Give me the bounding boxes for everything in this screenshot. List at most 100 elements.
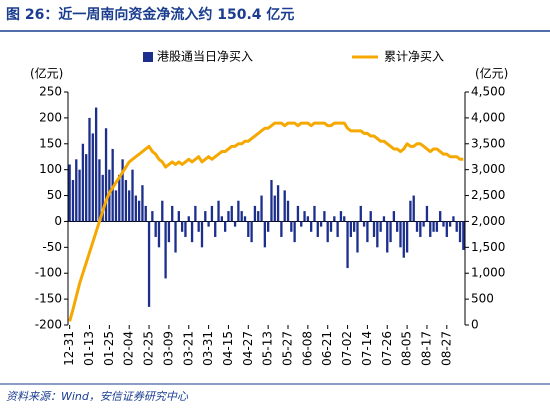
bar [389,221,392,243]
bar [362,221,366,227]
bar [217,200,220,222]
bar [270,180,273,222]
x-tick-label: 02-04 [122,331,136,366]
y2-tick-label: 4,500 [471,85,505,99]
bar [200,221,204,248]
x-tick-label: 04-15 [221,331,235,366]
y2-tick-label: 3,000 [471,162,505,176]
x-tick-label: 08-17 [419,331,433,366]
bar [223,221,227,232]
bar [448,221,452,227]
bar [171,205,174,222]
bar [180,221,184,232]
bar [303,211,306,222]
x-tick-label: 01-25 [102,331,116,366]
bar [392,211,396,222]
bar [276,185,280,222]
x-tick-label: 01-13 [82,331,96,366]
bar [207,221,210,227]
bar [419,221,422,237]
bar [396,221,399,232]
bar [455,221,458,232]
bar [336,221,339,237]
bar [296,205,300,222]
bar [250,221,253,243]
bar [88,117,91,222]
bar [316,221,319,237]
bar [187,216,190,222]
bar [257,211,260,222]
bar [240,211,243,222]
bar [300,221,303,227]
bar [204,211,207,222]
y2-axis-label: (亿元) [475,66,508,81]
bar [85,154,88,222]
bar [137,200,141,222]
bar [114,190,118,222]
bar [266,221,270,232]
x-tick-label: 04-27 [241,331,255,366]
bar [227,211,230,222]
x-tick-label: 07-02 [340,331,354,366]
bar [247,221,250,237]
bar [366,221,369,243]
bar [376,221,379,248]
bar [452,216,455,222]
line [68,121,464,322]
bar [128,190,131,222]
bar [220,216,223,222]
bar [432,221,435,232]
bar [164,221,167,279]
bar [144,205,147,222]
bar [306,216,310,222]
bar [260,195,263,222]
bar [445,221,448,237]
bar [422,221,425,227]
x-tick-label: 06-21 [320,331,334,366]
bar [190,221,194,243]
legend-label: 港股通当日净买入 [157,50,253,64]
bar [167,221,171,243]
bar [131,169,134,222]
bar [237,200,240,222]
bar [293,221,296,243]
bar [104,128,108,222]
bar [197,221,200,232]
bar [78,169,81,222]
bar [154,221,157,237]
bar [310,221,313,232]
y2-tick-label: 2,000 [471,214,505,228]
bar [356,221,359,253]
x-tick-label: 07-26 [380,331,394,366]
x-tick-label: 12-31 [62,331,76,366]
y-tick-label: 100 [39,162,62,176]
bar [353,221,356,232]
bar [399,221,402,248]
bar [98,159,101,222]
source: 资料来源：Wind，安信证券研究中心 [6,390,189,403]
y-tick-label: -150 [35,292,62,306]
y2-tick-label: 2,500 [471,188,505,202]
bar [75,159,78,222]
bar [442,221,445,227]
bar [372,221,376,237]
y2-tick-label: 4,000 [471,110,505,124]
x-tick-label: 05-27 [281,331,295,366]
x-tick-label: 02-25 [142,331,156,366]
bar [280,221,283,237]
bar [243,216,247,222]
bar [273,195,276,222]
bar [118,174,121,222]
bar [458,221,462,243]
y-tick-label: 150 [39,136,62,150]
bar [71,180,75,222]
bar [319,221,323,227]
bar [94,107,98,222]
bar [194,205,197,222]
x-tick-label: 07-14 [360,331,374,366]
bar [161,200,164,222]
bar [326,221,329,243]
y-tick-label: 50 [47,188,62,202]
bar [412,195,415,222]
